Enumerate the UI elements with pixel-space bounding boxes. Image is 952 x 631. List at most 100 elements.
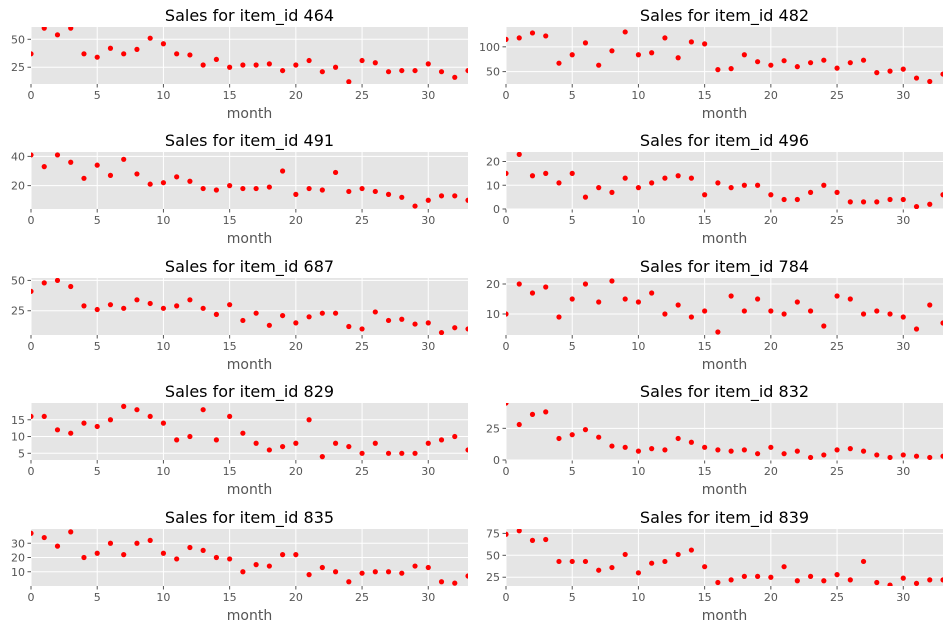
data-point <box>728 577 734 583</box>
data-point <box>359 57 365 64</box>
subplot-title: Sales for item_id 464 <box>165 6 334 26</box>
data-point <box>900 452 906 458</box>
data-point <box>319 69 325 75</box>
data-point <box>372 569 378 575</box>
data-point <box>887 582 893 586</box>
y-tick-label: 25 <box>11 305 25 318</box>
data-point <box>68 430 74 436</box>
data-point <box>425 197 431 203</box>
data-point <box>913 580 920 586</box>
data-point <box>81 51 87 57</box>
y-tick-label: 10 <box>11 431 25 444</box>
data-point <box>543 409 549 415</box>
data-point <box>399 570 405 576</box>
subplot-title: Sales for item_id 832 <box>640 382 809 402</box>
x-tick-label: 0 <box>28 465 35 478</box>
x-tick-label: 5 <box>569 591 576 604</box>
data-point <box>293 62 299 68</box>
x-tick-label: 30 <box>896 465 910 478</box>
data-point <box>834 293 840 299</box>
data-point <box>346 188 352 195</box>
data-point <box>702 308 708 314</box>
data-point <box>702 564 708 570</box>
series-points <box>31 529 468 586</box>
subplot-4: 0 5 10 15 20 25 30 25 50 Sales for item_id 687 mon… <box>11 257 468 373</box>
data-point <box>94 162 100 168</box>
data-point <box>200 305 206 311</box>
subplot-1: 0 5 10 15 20 25 30 50 100 Sales for item_id 482 mo… <box>479 6 943 122</box>
x-tick-label: 10 <box>156 214 170 227</box>
x-tick-label: 20 <box>289 340 303 353</box>
series-points <box>506 152 943 209</box>
data-point <box>887 68 893 74</box>
data-point <box>675 435 681 442</box>
data-point <box>741 52 747 58</box>
subplot-9: 0 5 10 15 20 25 30 25 50 75 Sales for item_id 839 m… <box>486 508 943 624</box>
data-point <box>529 290 536 296</box>
data-point <box>569 52 575 58</box>
data-point <box>399 194 405 200</box>
data-point <box>452 74 458 80</box>
data-point <box>385 69 392 75</box>
subplot-title: Sales for item_id 491 <box>165 131 334 151</box>
plot-area <box>31 278 468 335</box>
series-points <box>506 29 943 84</box>
data-point <box>556 314 562 320</box>
data-point <box>412 563 418 569</box>
y-tick-label: 100 <box>479 41 500 54</box>
x-tick-label: 25 <box>355 89 369 102</box>
plot-area <box>506 529 943 586</box>
data-point <box>200 62 206 68</box>
x-tick-label: 25 <box>355 214 369 227</box>
data-point <box>609 48 615 54</box>
data-point <box>438 69 445 75</box>
x-tick-label: 15 <box>223 465 237 478</box>
data-point <box>516 35 522 41</box>
data-point <box>649 180 655 186</box>
plot-area <box>31 27 468 84</box>
x-tick-label: 10 <box>631 340 645 353</box>
data-point <box>860 311 867 317</box>
data-point <box>346 579 352 585</box>
data-point <box>715 579 721 586</box>
data-point <box>768 444 774 450</box>
x-tick-label: 0 <box>28 591 35 604</box>
x-tick-label: 10 <box>156 591 170 604</box>
data-point <box>596 62 602 68</box>
x-tick-label: 15 <box>698 465 712 478</box>
data-point <box>741 447 747 453</box>
data-point <box>187 297 193 303</box>
data-point <box>688 314 694 320</box>
data-point <box>834 447 840 453</box>
x-tick-label: 20 <box>289 591 303 604</box>
data-point <box>755 451 761 457</box>
x-tick-label: 10 <box>631 465 645 478</box>
data-point <box>31 288 34 294</box>
data-point <box>107 302 114 308</box>
data-point <box>319 187 325 193</box>
data-point <box>821 578 827 584</box>
data-point <box>94 306 100 313</box>
data-point <box>452 325 458 331</box>
data-point <box>385 317 392 324</box>
data-point <box>847 60 853 66</box>
data-point <box>306 314 312 320</box>
x-tick-label: 20 <box>764 591 778 604</box>
data-point <box>675 55 681 61</box>
data-point <box>200 185 206 192</box>
x-tick-label: 10 <box>156 340 170 353</box>
data-point <box>372 440 378 446</box>
y-tick-label: 25 <box>486 422 500 435</box>
data-point <box>266 61 272 67</box>
data-point <box>702 192 708 198</box>
y-tick-label: 75 <box>486 527 500 540</box>
data-point <box>821 182 827 188</box>
data-point <box>213 56 219 63</box>
data-point <box>755 573 761 579</box>
data-point <box>768 62 774 68</box>
data-point <box>569 170 575 176</box>
data-point <box>807 60 814 66</box>
data-point <box>556 180 562 186</box>
data-point <box>372 60 378 66</box>
data-point <box>293 320 299 326</box>
